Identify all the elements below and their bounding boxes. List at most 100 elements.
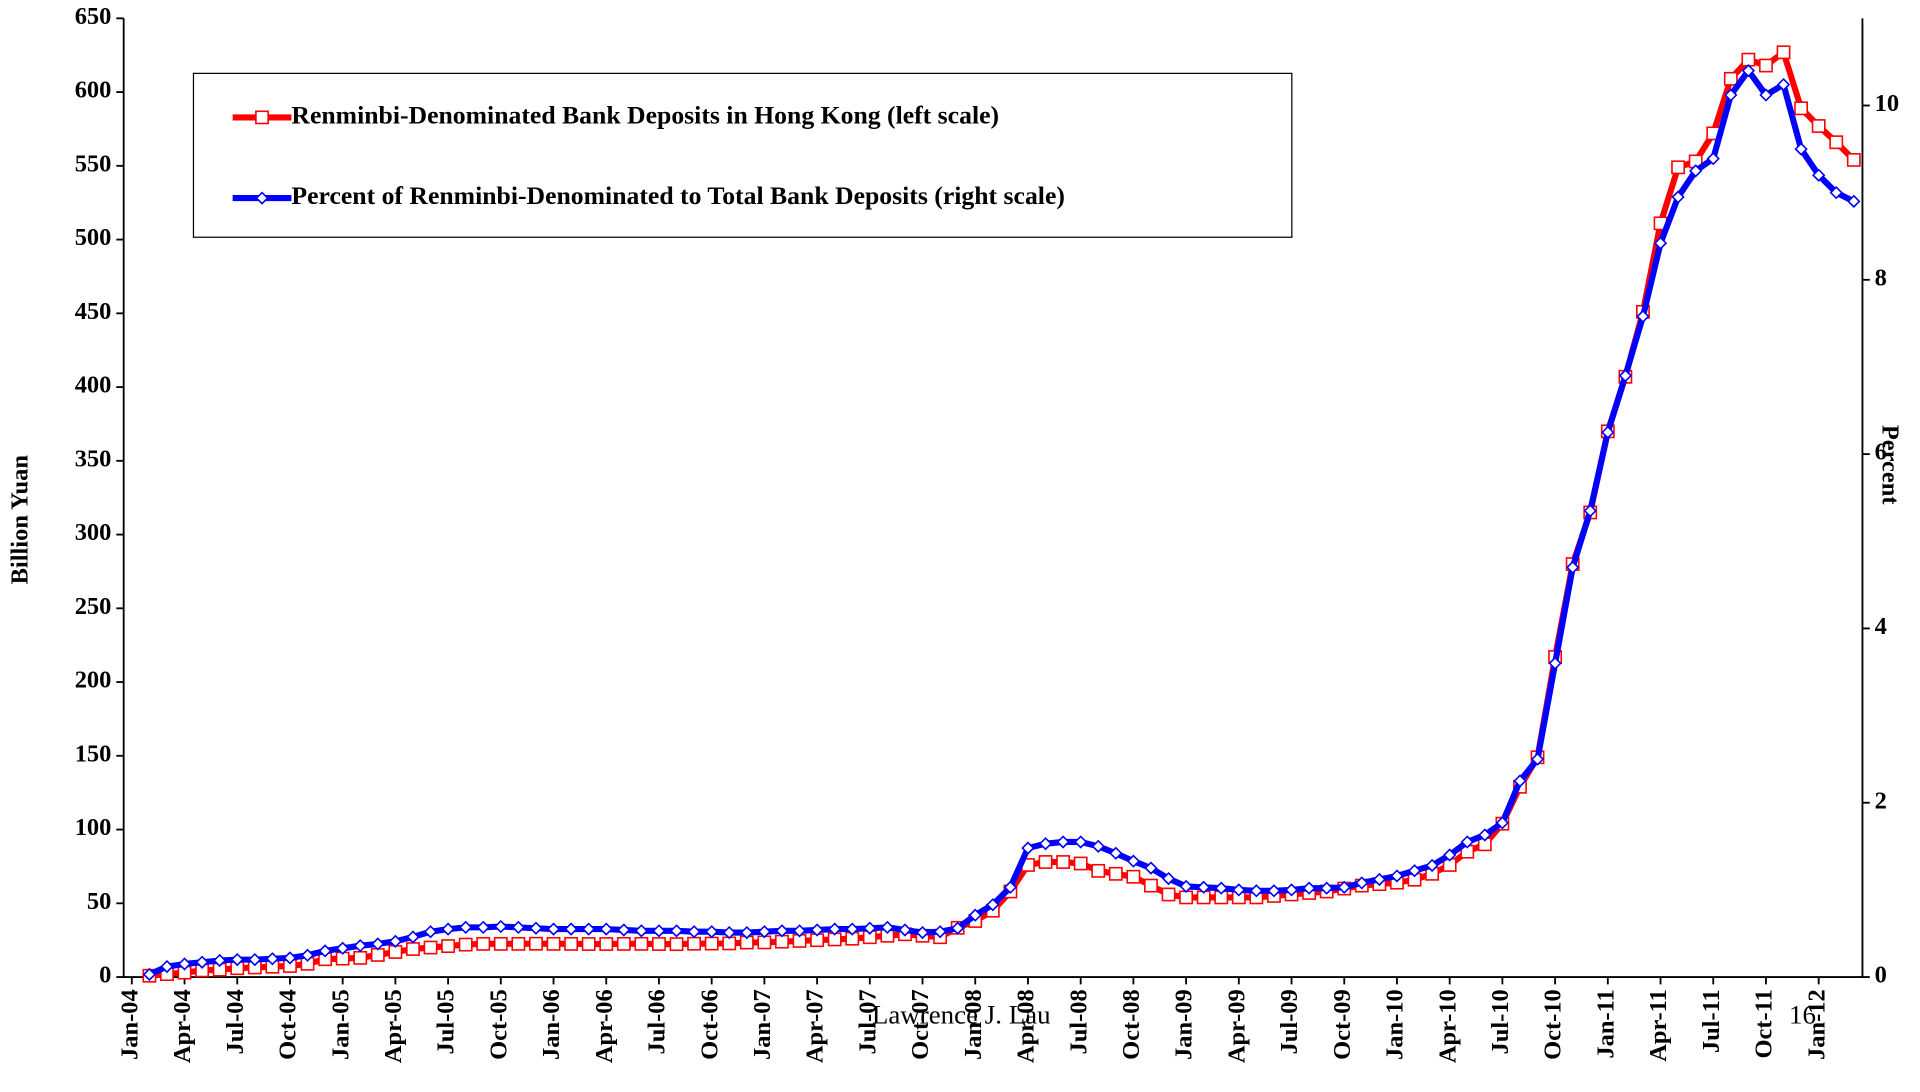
y-tick-label: 50 <box>87 888 111 915</box>
marker <box>1566 560 1580 575</box>
marker <box>1407 864 1422 878</box>
y2-tick-label: 6 <box>1875 439 1887 466</box>
x-tick-label: Oct-09 <box>1329 989 1356 1060</box>
marker <box>476 936 491 951</box>
marker <box>863 921 877 935</box>
marker <box>1776 77 1791 92</box>
marker <box>248 952 262 967</box>
marker <box>1530 752 1545 766</box>
y-tick-label: 0 <box>99 962 111 989</box>
marker <box>1161 871 1176 886</box>
marker <box>951 921 965 935</box>
marker <box>898 923 912 937</box>
marker <box>388 934 403 948</box>
x-tick-label: Oct-08 <box>1118 989 1145 1060</box>
marker <box>581 937 596 951</box>
marker <box>634 936 649 951</box>
marker <box>423 925 438 939</box>
x-tick-label: Jul-10 <box>1487 989 1514 1054</box>
x-tick-label: Oct-06 <box>696 989 723 1060</box>
marker <box>195 955 209 969</box>
x-tick-label: Apr-06 <box>591 989 618 1063</box>
marker <box>370 948 385 962</box>
marker <box>441 922 455 936</box>
marker <box>265 952 280 966</box>
y-tick-label: 350 <box>75 445 112 472</box>
marker <box>1583 504 1597 518</box>
marker <box>652 937 666 951</box>
x-tick-label: Jul-07 <box>854 989 881 1054</box>
marker <box>160 959 174 974</box>
marker <box>564 922 578 936</box>
x-tick-label: Apr-04 <box>169 989 196 1063</box>
x-tick-label: Apr-10 <box>1434 989 1461 1063</box>
marker <box>1689 164 1703 178</box>
marker <box>1108 866 1123 881</box>
y-tick-label: 400 <box>75 372 112 399</box>
marker <box>230 952 244 967</box>
marker <box>1794 101 1809 116</box>
marker <box>1073 856 1088 871</box>
marker <box>617 923 631 937</box>
marker <box>1372 872 1387 887</box>
x-tick-label: Jul-05 <box>433 989 460 1054</box>
marker <box>300 948 315 962</box>
marker <box>1548 656 1562 670</box>
x-tick-label: Jan-08 <box>960 989 987 1060</box>
y2-tick-label: 4 <box>1875 613 1887 640</box>
marker <box>459 920 473 935</box>
marker <box>318 944 332 958</box>
marker <box>1056 835 1070 849</box>
y-tick-label: 200 <box>75 667 112 694</box>
legend-label: Renminbi-Denominated Bank Deposits in Ho… <box>291 100 999 129</box>
marker <box>599 937 614 951</box>
legend-label: Percent of Renminbi-Denominated to Total… <box>291 181 1065 210</box>
y2-tick-label: 10 <box>1875 90 1899 117</box>
marker <box>1425 858 1439 873</box>
marker <box>1723 71 1738 86</box>
x-tick-label: Jul-08 <box>1065 989 1092 1054</box>
marker <box>1846 153 1861 167</box>
marker <box>1759 88 1773 102</box>
legend-box <box>192 72 1293 238</box>
marker <box>1618 369 1633 383</box>
marker <box>1126 854 1141 868</box>
marker <box>669 937 684 952</box>
marker <box>1074 835 1088 849</box>
x-tick-label: Apr-08 <box>1013 989 1040 1063</box>
marker <box>546 936 561 951</box>
marker <box>1320 881 1334 895</box>
marker <box>1003 880 1018 894</box>
x-tick-label: Jan-05 <box>327 989 354 1060</box>
x-tick-label: Jan-06 <box>538 989 565 1060</box>
marker <box>775 924 789 938</box>
marker <box>371 937 385 951</box>
marker <box>1284 883 1299 897</box>
x-tick-label: Oct-11 <box>1751 989 1778 1058</box>
x-tick-label: Jan-04 <box>116 989 143 1060</box>
x-tick-label: Apr-05 <box>380 989 407 1063</box>
x-tick-label: Jul-04 <box>222 989 249 1054</box>
marker <box>1636 309 1650 324</box>
marker <box>1706 152 1720 166</box>
marker <box>529 936 543 951</box>
marker <box>1302 881 1316 895</box>
marker <box>546 922 561 936</box>
marker <box>476 920 490 935</box>
marker <box>1495 816 1510 830</box>
marker <box>406 942 420 956</box>
marker <box>336 941 350 955</box>
x-tick-label: Jul-09 <box>1276 989 1303 1054</box>
x-tick-label: Apr-07 <box>802 989 829 1063</box>
marker <box>1741 52 1756 67</box>
marker <box>1038 837 1053 851</box>
x-tick-label: Oct-07 <box>907 989 934 1060</box>
marker <box>1144 861 1158 875</box>
x-tick-label: Jul-11 <box>1698 989 1725 1053</box>
marker <box>1653 236 1668 250</box>
x-tick-label: Jan-10 <box>1382 989 1409 1060</box>
y-tick-label: 100 <box>75 814 112 841</box>
marker <box>757 925 772 939</box>
marker <box>933 925 947 939</box>
x-tick-label: Apr-11 <box>1645 989 1672 1061</box>
